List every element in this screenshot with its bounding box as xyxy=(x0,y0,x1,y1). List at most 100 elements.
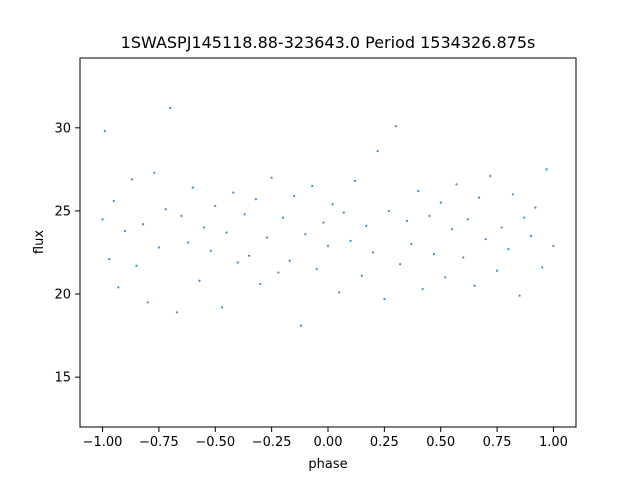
data-point xyxy=(484,238,487,241)
x-tick-label: 0.50 xyxy=(426,435,455,450)
x-tick-label: 0.25 xyxy=(370,435,399,450)
data-point xyxy=(552,244,555,247)
data-point xyxy=(236,261,239,264)
data-point xyxy=(477,196,481,199)
data-point xyxy=(153,171,156,174)
data-point xyxy=(243,213,246,216)
y-tick-label: 15 xyxy=(54,371,71,386)
x-axis-ticks: −1.00 −0.75 −0.50 −0.25 0.00 0.25 0.50 0.75 1.00 xyxy=(83,427,568,450)
data-point xyxy=(220,306,224,309)
data-point xyxy=(473,284,476,287)
data-point xyxy=(450,228,454,231)
data-point xyxy=(365,224,368,227)
data-point xyxy=(410,243,413,246)
x-tick-label: −0.75 xyxy=(139,435,179,450)
data-point xyxy=(247,254,251,257)
x-tick-label: −0.50 xyxy=(195,435,235,450)
data-point xyxy=(198,279,201,282)
data-point xyxy=(288,259,291,262)
data-point xyxy=(259,282,262,286)
data-point xyxy=(112,199,115,203)
data-point xyxy=(360,274,363,277)
data-point xyxy=(108,258,111,261)
data-point xyxy=(101,218,104,221)
data-point xyxy=(439,201,442,204)
data-point xyxy=(164,208,167,211)
data-points xyxy=(101,106,555,327)
data-point xyxy=(545,168,548,171)
data-point xyxy=(169,106,172,109)
data-point xyxy=(135,264,138,267)
x-tick-label: 0.75 xyxy=(483,435,512,450)
data-point xyxy=(277,271,280,274)
data-point xyxy=(500,226,503,229)
data-point xyxy=(455,183,458,186)
data-point xyxy=(541,266,544,269)
data-point xyxy=(338,291,341,294)
data-point xyxy=(466,218,469,221)
data-point xyxy=(142,223,145,226)
data-point xyxy=(130,178,133,181)
data-point xyxy=(146,301,149,304)
y-axis-label: flux xyxy=(32,230,47,254)
data-point xyxy=(518,294,521,297)
data-point xyxy=(326,244,330,247)
data-point xyxy=(376,149,379,153)
data-point xyxy=(117,286,120,289)
data-point xyxy=(511,193,514,196)
data-point xyxy=(209,249,212,252)
data-point xyxy=(187,241,190,244)
data-point xyxy=(399,263,402,266)
x-tick-label: −0.25 xyxy=(252,435,292,450)
x-tick-label: 1.00 xyxy=(539,435,568,450)
data-point xyxy=(529,234,533,237)
data-point xyxy=(304,233,307,236)
data-point xyxy=(191,186,194,189)
x-tick-label: −1.00 xyxy=(83,435,123,450)
x-tick-label: 0.00 xyxy=(314,435,343,450)
data-point xyxy=(523,216,526,219)
data-point xyxy=(123,229,127,232)
data-point xyxy=(387,209,390,213)
data-point xyxy=(270,176,273,179)
data-point xyxy=(254,198,257,201)
data-point xyxy=(432,253,436,256)
y-tick-label: 20 xyxy=(54,288,71,303)
data-point xyxy=(383,297,386,301)
data-point xyxy=(405,219,409,222)
data-point xyxy=(444,276,447,279)
data-point xyxy=(495,269,499,272)
data-point xyxy=(225,231,228,234)
chart-title: 1SWASPJ145118.88-323643.0 Period 1534326… xyxy=(121,33,536,52)
y-tick-label: 25 xyxy=(54,204,71,219)
y-tick-label: 30 xyxy=(54,121,71,136)
data-point xyxy=(214,204,217,208)
data-point xyxy=(157,246,161,249)
data-point xyxy=(353,179,357,183)
x-axis-label: phase xyxy=(308,457,347,472)
data-point xyxy=(507,248,510,251)
data-point xyxy=(232,191,235,194)
data-point xyxy=(322,221,325,224)
data-point xyxy=(299,324,303,327)
data-point xyxy=(462,256,465,259)
data-point xyxy=(394,125,397,128)
data-point xyxy=(315,267,318,271)
data-point xyxy=(180,214,183,218)
data-point xyxy=(371,251,375,254)
data-point xyxy=(349,239,352,242)
y-axis-ticks: 15 20 25 30 xyxy=(54,121,80,386)
data-point xyxy=(417,189,420,193)
data-point xyxy=(534,206,537,209)
data-point xyxy=(103,130,106,133)
data-point xyxy=(175,311,179,314)
data-point xyxy=(266,236,269,239)
data-point xyxy=(311,184,314,188)
data-point xyxy=(281,216,285,219)
data-point xyxy=(202,226,206,229)
data-point xyxy=(428,214,431,218)
data-point xyxy=(331,203,334,206)
